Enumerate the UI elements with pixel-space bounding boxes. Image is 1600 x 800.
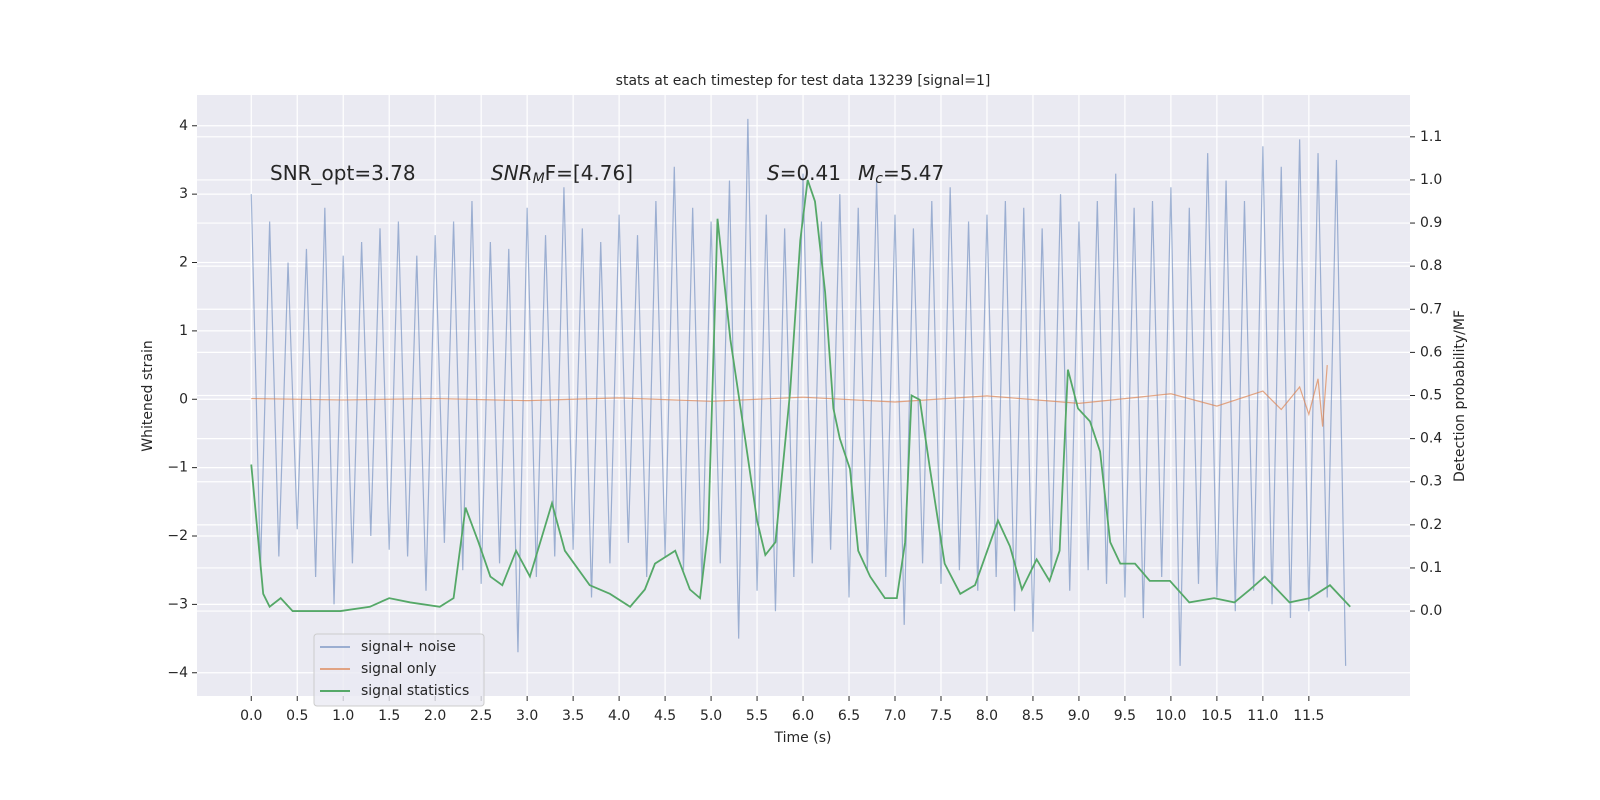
legend-label: signal+ noise bbox=[361, 639, 456, 655]
x-tick-label: 3.5 bbox=[562, 708, 584, 724]
x-axis-label: Time (s) bbox=[774, 730, 832, 746]
annotation-part: SNR_opt=3.78 bbox=[270, 161, 416, 185]
annotation: SNR_opt=3.78 bbox=[270, 161, 416, 185]
x-tick-label: 6.5 bbox=[838, 708, 860, 724]
legend-label: signal only bbox=[361, 661, 436, 677]
y-tick-label: 0 bbox=[179, 391, 188, 407]
y2-tick-label: 0.1 bbox=[1420, 560, 1442, 576]
x-tick-label: 5.5 bbox=[746, 708, 768, 724]
x-tick-label: 5.0 bbox=[700, 708, 722, 724]
y-tick-label: 1 bbox=[179, 323, 188, 339]
x-tick-label: 4.5 bbox=[654, 708, 676, 724]
y-tick-label: −2 bbox=[167, 528, 188, 544]
x-tick-label: 9.5 bbox=[1114, 708, 1136, 724]
y2-tick-label: 0.7 bbox=[1420, 301, 1442, 317]
x-tick-label: 8.0 bbox=[976, 708, 998, 724]
x-tick-label: 4.0 bbox=[608, 708, 630, 724]
annotation: Mc=5.47 bbox=[858, 161, 944, 188]
annotation-part: c bbox=[875, 171, 883, 187]
x-tick-label: 0.5 bbox=[286, 708, 308, 724]
y2-tick-label: 0.3 bbox=[1420, 474, 1442, 490]
y2-tick-label: 0.9 bbox=[1420, 215, 1442, 231]
x-tick-label: 7.0 bbox=[884, 708, 906, 724]
x-tick-label: 2.0 bbox=[424, 708, 446, 724]
series-layer bbox=[250, 118, 1351, 666]
legend-box bbox=[313, 633, 485, 707]
y2-tick-label: 0.0 bbox=[1420, 603, 1442, 619]
x-tick-label: 3.0 bbox=[516, 708, 538, 724]
x-tick-label: 1.0 bbox=[332, 708, 354, 724]
y-tick-label: −1 bbox=[167, 460, 188, 476]
y2-tick-label: 1.1 bbox=[1420, 129, 1442, 145]
y2-tick-label: 1.0 bbox=[1420, 172, 1442, 188]
y2-axis-label: Detection probability/MF bbox=[1452, 310, 1468, 482]
annotation-part: M bbox=[533, 171, 545, 187]
x-tick-label: 6.0 bbox=[792, 708, 814, 724]
annotation-part: F=[4.76] bbox=[545, 161, 633, 185]
x-tick-label: 10.5 bbox=[1201, 708, 1232, 724]
series-line bbox=[250, 179, 1351, 612]
y-axis-label: Whitened strain bbox=[140, 340, 156, 451]
y2-tick-label: 0.4 bbox=[1420, 431, 1442, 447]
annotation: S=0.41 bbox=[767, 161, 841, 185]
legend-label: signal statistics bbox=[361, 683, 469, 699]
annotation-part: =5.47 bbox=[883, 161, 944, 185]
y-tick-label: 2 bbox=[179, 255, 188, 271]
chart-title: stats at each timestep for test data 132… bbox=[616, 73, 991, 89]
x-tick-label: 10.0 bbox=[1155, 708, 1186, 724]
y-tick-label: 4 bbox=[179, 118, 188, 134]
annotation-part: S bbox=[767, 161, 780, 185]
y-tick-label: −4 bbox=[167, 665, 188, 681]
x-tick-label: 1.5 bbox=[378, 708, 400, 724]
y2-tick-label: 0.2 bbox=[1420, 517, 1442, 533]
x-tick-label: 11.5 bbox=[1293, 708, 1324, 724]
annotation: SNRMF=[4.76] bbox=[491, 161, 633, 188]
x-tick-label: 11.0 bbox=[1247, 708, 1278, 724]
annotation-part: =0.41 bbox=[780, 161, 841, 185]
annotation-part: SNR bbox=[491, 161, 533, 185]
y-tick-label: 3 bbox=[179, 186, 188, 202]
x-tick-label: 8.5 bbox=[1022, 708, 1044, 724]
y2-tick-label: 0.6 bbox=[1420, 344, 1442, 360]
x-tick-label: 9.0 bbox=[1068, 708, 1090, 724]
series-line bbox=[250, 118, 1347, 666]
x-tick-label: 7.5 bbox=[930, 708, 952, 724]
y2-tick-label: 0.5 bbox=[1420, 388, 1442, 404]
x-tick-label: 2.5 bbox=[470, 708, 492, 724]
y-tick-label: −3 bbox=[167, 596, 188, 612]
x-tick-label: 0.0 bbox=[240, 708, 262, 724]
y2-tick-label: 0.8 bbox=[1420, 258, 1442, 274]
series-line bbox=[251, 365, 1328, 427]
annotation-part: M bbox=[858, 161, 875, 185]
